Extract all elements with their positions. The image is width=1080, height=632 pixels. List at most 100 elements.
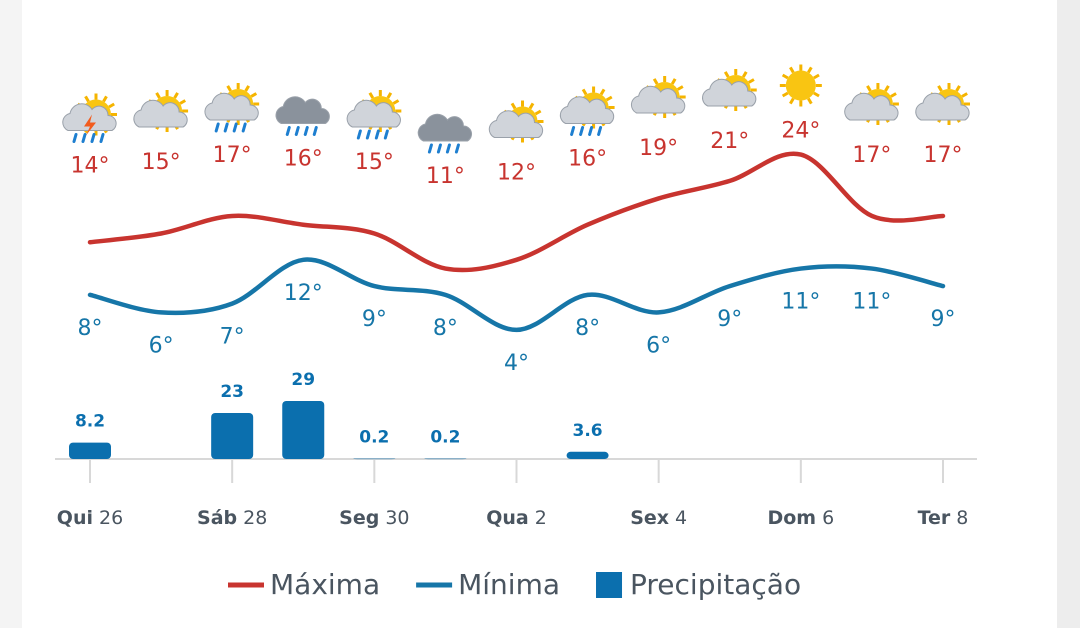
rain-drop xyxy=(90,133,96,143)
left-margin xyxy=(0,0,22,628)
sun-ray xyxy=(84,95,90,103)
rain-drop xyxy=(285,126,291,136)
x-tick-label: Sáb 28 xyxy=(197,507,267,529)
min-temp-label: 9° xyxy=(362,307,387,332)
sun-ray xyxy=(890,92,897,98)
cloud xyxy=(488,110,544,138)
min-temp-label: 11° xyxy=(781,290,820,315)
sun-ray xyxy=(226,85,232,92)
rain-drop xyxy=(294,126,300,136)
precip-label: 3.6 xyxy=(573,421,603,441)
day-date: 30 xyxy=(385,507,409,529)
sun-ray xyxy=(807,66,813,74)
right-margin xyxy=(1057,0,1080,628)
rain-drop xyxy=(312,126,318,136)
rain-drop xyxy=(374,129,380,140)
sun-ray xyxy=(937,85,943,92)
max-temp-label: 24° xyxy=(781,119,820,144)
max-temp-label: 19° xyxy=(639,136,678,161)
cloud xyxy=(630,85,686,114)
weather-icon xyxy=(62,93,117,143)
sun xyxy=(785,70,816,101)
rain-drop xyxy=(72,133,78,143)
max-temp-label: 15° xyxy=(142,150,181,175)
rain-drop xyxy=(445,143,451,154)
rain-drop xyxy=(597,126,603,136)
day-name: Dom xyxy=(767,507,816,529)
rain-drop xyxy=(99,133,105,143)
sun-ray xyxy=(866,85,872,92)
rain-drop xyxy=(454,143,460,154)
sun-ray xyxy=(605,95,613,102)
sun-ray xyxy=(368,92,375,99)
sun-ray xyxy=(789,66,795,74)
legend-label: Máxima xyxy=(270,568,380,601)
precip-bar xyxy=(566,451,609,459)
x-tick-label: Seg 30 xyxy=(339,507,409,529)
sun-ray xyxy=(173,92,179,99)
max-temp-label: 12° xyxy=(497,161,536,186)
weather-icon xyxy=(346,90,402,140)
sun-ray xyxy=(108,102,115,109)
sun-ray xyxy=(534,109,542,116)
day-date: 2 xyxy=(535,507,547,529)
day-name: Sex xyxy=(630,507,669,529)
day-date: 4 xyxy=(675,507,687,529)
sun-ray xyxy=(747,78,755,84)
cloud xyxy=(275,96,330,124)
precip-bar xyxy=(282,401,325,459)
day-name: Seg xyxy=(339,507,379,529)
legend-label: Mínima xyxy=(458,568,560,601)
sun-ray xyxy=(155,92,161,99)
precip-label: 0.2 xyxy=(359,428,389,448)
sun-ray xyxy=(102,95,108,103)
rain-drop xyxy=(365,129,371,140)
bolt xyxy=(84,114,96,136)
sun-ray xyxy=(676,85,684,91)
rain-drop xyxy=(579,126,585,136)
rain-drop xyxy=(223,122,229,133)
x-tick-label: Ter 8 xyxy=(918,507,969,529)
sun-ray xyxy=(789,97,795,105)
sun-ray xyxy=(581,88,588,96)
sun-ray xyxy=(244,85,250,92)
sun-ray xyxy=(813,91,820,98)
sun-ray xyxy=(884,85,890,92)
cloud xyxy=(702,78,757,107)
min-temp-label: 12° xyxy=(284,281,323,306)
cloud xyxy=(133,99,188,128)
legend-swatch xyxy=(596,572,623,598)
max-temp-label: 14° xyxy=(71,154,110,179)
weather-icon xyxy=(488,100,544,143)
precip-bar xyxy=(424,458,467,460)
x-tick-label: Dom 6 xyxy=(767,507,834,529)
min-temp-label: 11° xyxy=(852,290,891,315)
x-tick-label: Qua 2 xyxy=(486,507,547,529)
max-temp-label: 15° xyxy=(355,150,394,175)
day-date: 26 xyxy=(99,507,123,529)
rain-drop xyxy=(303,126,309,136)
precip-label: 8.2 xyxy=(75,412,105,432)
min-temp-label: 7° xyxy=(220,325,245,350)
weather-icon xyxy=(630,76,686,118)
weather-icon xyxy=(779,64,822,107)
day-name: Qua xyxy=(486,507,529,529)
min-temp-label: 8° xyxy=(433,316,458,341)
cloud xyxy=(204,92,259,121)
weather-icon xyxy=(133,90,189,132)
temp-line xyxy=(87,257,946,333)
rain-drop xyxy=(588,126,594,136)
precip-bar xyxy=(69,442,111,459)
weather-icon xyxy=(204,83,260,133)
min-temp-label: 6° xyxy=(149,333,174,358)
sun-ray xyxy=(386,92,393,99)
sun-ray xyxy=(670,78,677,85)
rain-drop xyxy=(427,143,433,154)
precip-bar xyxy=(353,458,396,460)
rain-drop xyxy=(232,122,238,133)
rain-drop xyxy=(436,143,442,154)
sun-ray xyxy=(652,78,659,85)
x-tick-label: Qui 26 xyxy=(57,507,123,529)
rain-drop xyxy=(214,122,220,133)
